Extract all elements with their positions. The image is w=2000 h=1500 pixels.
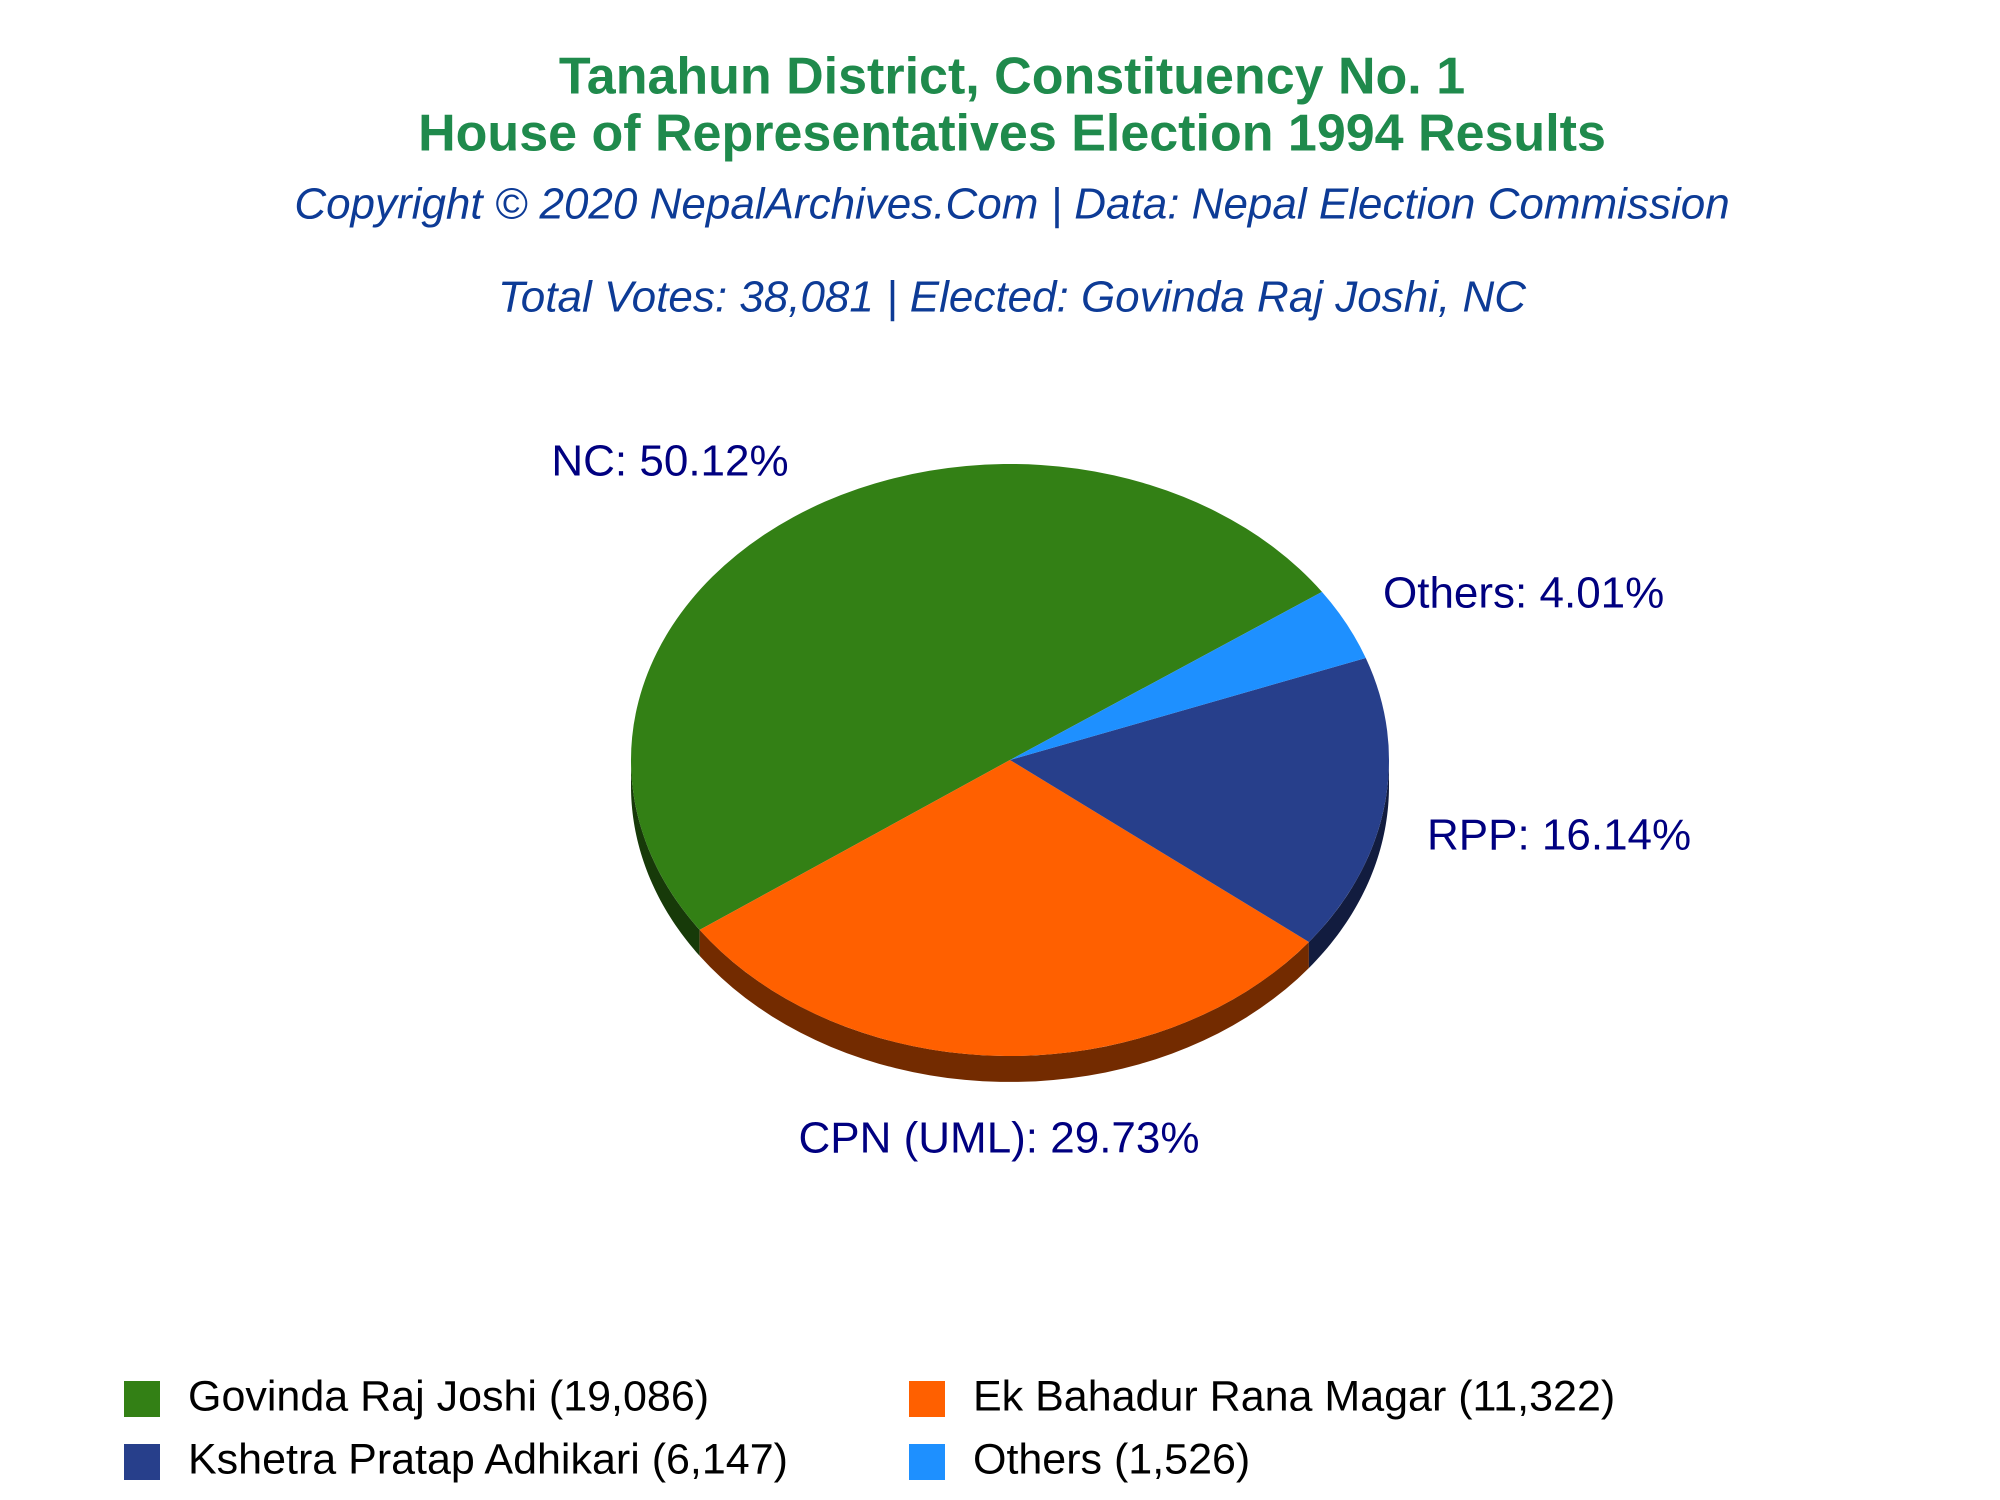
slice-label: Others: 4.01%: [1383, 569, 1664, 618]
slice-side: [631, 760, 700, 956]
annotation: Total Votes: 38,081 | Elected: Govinda R…: [498, 273, 1527, 322]
source-note: Copyright © 2020 NepalArchives.Com | Dat…: [294, 180, 1729, 229]
slice-side: [699, 929, 1309, 1082]
legend-label: Others (1,526): [973, 1435, 1250, 1483]
chart-subtitle: House of Representatives Election 1994 R…: [418, 105, 1606, 163]
pie-slice: [630, 463, 1322, 930]
legend-swatch: [909, 1444, 945, 1480]
slice-label: NC: 50.12%: [551, 437, 788, 486]
pie-slice: [1010, 591, 1366, 760]
legend: Govinda Raj Joshi (19,086) Ek Bahadur Ran…: [124, 1372, 1615, 1483]
pie-slice: [1010, 657, 1389, 942]
legend-swatch: [124, 1444, 160, 1480]
legend-label: Kshetra Pratap Adhikari (6,147): [188, 1435, 788, 1483]
slice-label: CPN (UML): 29.73%: [798, 1114, 1199, 1163]
legend-swatch: [909, 1381, 945, 1417]
pie-slice: [699, 760, 1309, 1056]
legend-swatch: [124, 1381, 160, 1417]
slice-label: RPP: 16.14%: [1427, 811, 1691, 860]
slice-side: [1308, 760, 1389, 968]
pie: NC: 50.12% CPN (UML): 29.73% RPP: 16.14% Ot…: [551, 437, 1691, 1163]
legend-label: Ek Bahadur Rana Magar (11,322): [973, 1372, 1615, 1420]
chart-title: Tanahun District, Constituency No. 1: [559, 48, 1465, 106]
legend-label: Govinda Raj Joshi (19,086): [188, 1372, 709, 1420]
